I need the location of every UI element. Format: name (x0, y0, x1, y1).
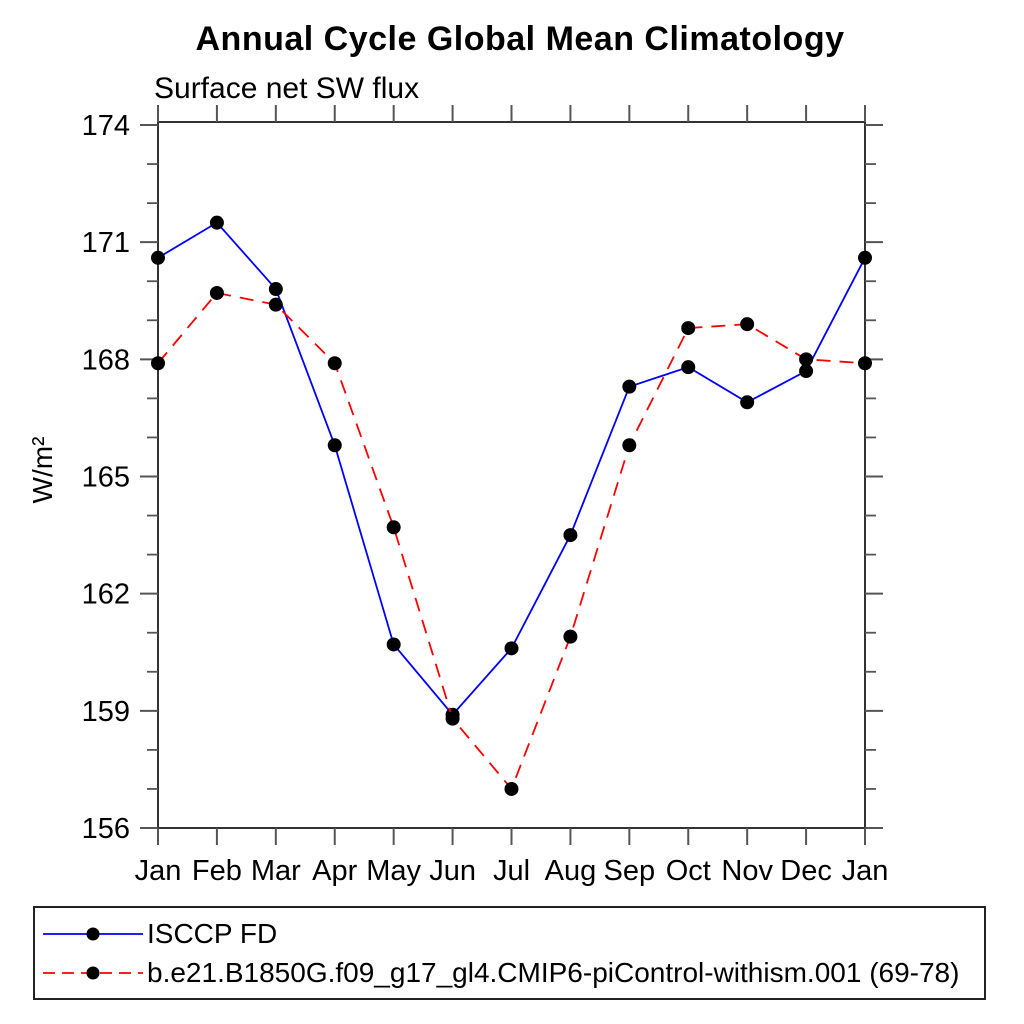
chart-title: Annual Cycle Global Mean Climatology (195, 20, 845, 58)
legend-item-isccp-fd: ISCCP FD (41, 917, 984, 951)
data-point (740, 317, 755, 332)
x-tick-label: Sep (604, 855, 656, 887)
legend-label-isccp-fd: ISCCP FD (147, 917, 278, 949)
x-tick-label: May (366, 855, 421, 887)
y-tick-label: 168 (82, 344, 130, 376)
data-point (327, 438, 342, 453)
y-tick-label: 171 (82, 227, 130, 259)
data-point (268, 282, 283, 297)
series-1 (151, 285, 872, 796)
legend-line-sample-dashed (43, 966, 143, 979)
data-point (151, 356, 165, 371)
data-point (268, 297, 283, 312)
x-tick-label: Apr (312, 855, 357, 887)
data-point (799, 364, 814, 379)
y-tick-label: 159 (82, 696, 130, 728)
data-point (622, 379, 637, 394)
data-point (386, 520, 401, 535)
data-point (209, 285, 224, 300)
data-point (504, 781, 519, 796)
data-point (386, 637, 401, 652)
data-point (563, 528, 578, 543)
data-point (151, 250, 165, 265)
y-tick-label: 156 (82, 813, 130, 845)
chart-subtitle: Surface net SW flux (154, 72, 420, 105)
legend-item-model-run: b.e21.B1850G.f09_g17_gl4.CMIP6-piControl… (41, 956, 984, 990)
data-point (858, 356, 872, 371)
data-point (799, 352, 814, 367)
x-tick-label: Dec (780, 855, 832, 887)
series-0 (151, 215, 872, 722)
x-tick-label: Oct (666, 855, 711, 887)
legend-label-model-run: b.e21.B1850G.f09_g17_gl4.CMIP6-piControl… (147, 956, 960, 988)
data-point (740, 395, 755, 410)
data-point (209, 215, 224, 230)
y-tick-label: 162 (82, 579, 130, 611)
x-tick-label: Nov (721, 855, 773, 887)
x-tick-label: Jan (135, 855, 182, 887)
y-tick-label: 174 (82, 110, 130, 142)
data-point (504, 641, 519, 656)
y-axis-label: W/m² (27, 437, 58, 504)
data-point (563, 629, 578, 644)
data-point (622, 438, 637, 453)
data-point (681, 321, 696, 336)
y-tick-label: 165 (82, 462, 130, 494)
data-point (445, 711, 460, 726)
legend-line-sample-solid (43, 927, 143, 940)
data-point (858, 250, 872, 265)
x-tick-label: Jan (842, 855, 889, 887)
x-tick-label: Aug (545, 855, 597, 887)
x-tick-label: Feb (192, 855, 242, 887)
x-tick-label: Jun (429, 855, 476, 887)
data-point (681, 360, 696, 375)
legend: ISCCP FD b.e21.B1850G.f09_g17_gl4.CMIP6-… (33, 906, 986, 1000)
x-tick-label: Jul (493, 855, 530, 887)
data-point (327, 356, 342, 371)
axes: Jan Feb Mar Apr May Jun Jul Aug Sep Oct Nov Dec Jan1… (82, 105, 889, 887)
x-tick-label: Mar (251, 855, 301, 887)
